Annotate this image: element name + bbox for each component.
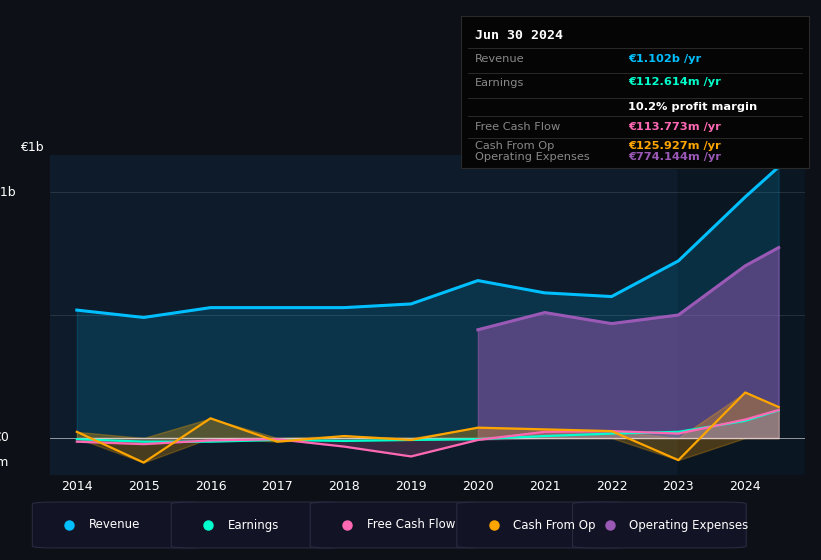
Text: €774.144m /yr: €774.144m /yr [628,152,721,162]
Text: €0: €0 [0,432,8,445]
Text: €113.773m /yr: €113.773m /yr [628,122,721,132]
Text: Cash From Op: Cash From Op [513,519,596,531]
Text: Earnings: Earnings [227,519,279,531]
Text: Jun 30 2024: Jun 30 2024 [475,29,563,43]
Text: Revenue: Revenue [475,54,525,64]
Text: €1.102b /yr: €1.102b /yr [628,54,701,64]
Text: €125.927m /yr: €125.927m /yr [628,141,721,151]
Text: Free Cash Flow: Free Cash Flow [366,519,455,531]
Text: Operating Expenses: Operating Expenses [629,519,748,531]
FancyBboxPatch shape [172,502,345,548]
FancyBboxPatch shape [456,502,631,548]
Text: Revenue: Revenue [89,519,140,531]
Text: €1b: €1b [0,185,16,198]
Text: €1b: €1b [21,141,44,154]
Text: -€100m: -€100m [0,456,8,469]
Text: 10.2% profit margin: 10.2% profit margin [628,102,757,112]
Text: Operating Expenses: Operating Expenses [475,152,590,162]
Text: Cash From Op: Cash From Op [475,141,555,151]
Bar [678,155,805,475]
Text: €112.614m /yr: €112.614m /yr [628,77,721,87]
FancyBboxPatch shape [572,502,746,548]
Text: Free Cash Flow: Free Cash Flow [475,122,561,132]
FancyBboxPatch shape [310,502,484,548]
FancyBboxPatch shape [32,502,206,548]
Text: Earnings: Earnings [475,78,525,88]
